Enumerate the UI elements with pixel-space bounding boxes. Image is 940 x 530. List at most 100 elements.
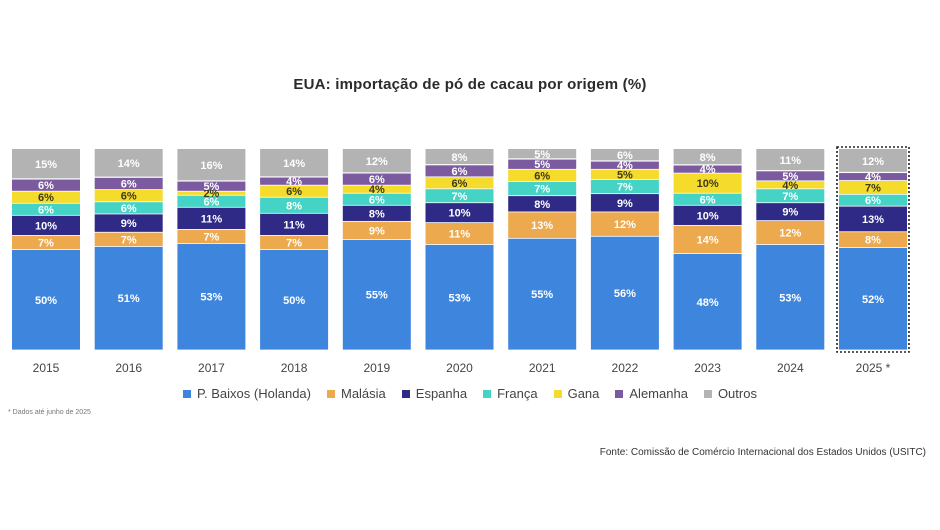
legend-item: P. Baixos (Holanda) bbox=[183, 386, 311, 401]
bar-segment bbox=[177, 195, 246, 207]
data-label: 2% bbox=[203, 188, 219, 200]
bar-segment bbox=[342, 239, 411, 350]
data-label: 7% bbox=[121, 234, 137, 246]
data-label: 13% bbox=[531, 220, 553, 232]
bar-segment bbox=[839, 232, 907, 248]
bar-segment bbox=[260, 213, 329, 236]
source-note: Fonte: Comissão de Comércio Internaciona… bbox=[599, 447, 926, 458]
bar-segment bbox=[756, 189, 825, 203]
bar-segment bbox=[673, 225, 742, 254]
bar-segment bbox=[342, 149, 411, 173]
bar-segment bbox=[673, 205, 742, 225]
x-tick-label: 2017 bbox=[198, 361, 225, 375]
data-label: 11% bbox=[201, 213, 223, 225]
data-label: 4% bbox=[700, 164, 716, 176]
legend-swatch bbox=[703, 389, 712, 398]
data-label: 13% bbox=[862, 214, 884, 226]
bar-segment bbox=[756, 181, 825, 189]
data-label: 6% bbox=[38, 192, 54, 204]
chart-title: EUA: importação de pó de cacau por orige… bbox=[293, 76, 647, 93]
bar-segment bbox=[94, 214, 163, 232]
data-label: 56% bbox=[614, 288, 636, 300]
data-label: 6% bbox=[369, 174, 385, 186]
legend-label: Alemanha bbox=[629, 386, 688, 401]
bar-segment bbox=[590, 212, 659, 236]
data-label: 50% bbox=[283, 295, 305, 307]
highlight-frame bbox=[836, 146, 910, 353]
data-label: 5% bbox=[203, 181, 219, 193]
data-label: 7% bbox=[617, 182, 633, 194]
bar-segment bbox=[260, 185, 329, 197]
bar-segment bbox=[94, 232, 163, 247]
bar-segment bbox=[590, 161, 659, 169]
data-label: 11% bbox=[449, 229, 471, 241]
data-label: 5% bbox=[534, 149, 550, 161]
data-label: 7% bbox=[286, 237, 302, 249]
legend-item: Espanha bbox=[401, 386, 467, 401]
legend-swatch bbox=[401, 389, 410, 398]
legend-item: Gana bbox=[553, 386, 600, 401]
data-label: 14% bbox=[697, 234, 719, 246]
x-tick-label: 2025 * bbox=[856, 361, 891, 375]
data-label: 7% bbox=[782, 191, 798, 203]
data-label: 5% bbox=[782, 171, 798, 183]
bar-segment bbox=[590, 149, 659, 161]
data-label: 6% bbox=[121, 179, 137, 191]
data-label: 6% bbox=[452, 178, 468, 190]
legend-swatch bbox=[183, 389, 192, 398]
bar-segment bbox=[756, 221, 825, 245]
legend-label: Malásia bbox=[340, 386, 386, 401]
bar-segment bbox=[177, 181, 246, 191]
legend-item: Outros bbox=[703, 386, 757, 401]
bar-segment bbox=[756, 149, 825, 171]
data-label: 14% bbox=[118, 158, 140, 170]
bar-segment bbox=[508, 212, 577, 238]
bar-segment bbox=[508, 159, 577, 169]
bar-segment bbox=[260, 235, 329, 250]
bar-segment bbox=[342, 173, 411, 185]
bar-segment bbox=[425, 177, 494, 189]
bar-segment bbox=[425, 165, 494, 177]
data-label: 4% bbox=[782, 180, 798, 192]
legend-swatch bbox=[553, 389, 562, 398]
bar-segment bbox=[839, 180, 907, 194]
legend-label: Outros bbox=[717, 386, 757, 401]
bar-segment bbox=[94, 202, 163, 214]
bar-segment bbox=[508, 181, 577, 196]
data-label: 8% bbox=[534, 199, 550, 211]
bar-segment bbox=[673, 193, 742, 205]
x-tick-label: 2019 bbox=[363, 361, 390, 375]
x-tick-label: 2020 bbox=[446, 361, 473, 375]
data-label: 8% bbox=[865, 235, 881, 247]
bar-segment bbox=[425, 244, 494, 350]
data-label: 7% bbox=[203, 231, 219, 243]
bar-segment bbox=[425, 149, 494, 165]
bar-segment bbox=[839, 194, 907, 206]
bar-segment bbox=[839, 206, 907, 232]
bar-segment bbox=[342, 185, 411, 193]
bar-segment bbox=[673, 165, 742, 173]
x-tick-label: 2018 bbox=[281, 361, 308, 375]
legend-item: Malásia bbox=[326, 386, 386, 401]
data-label: 53% bbox=[448, 292, 470, 304]
bar-segment bbox=[12, 179, 80, 191]
data-label: 7% bbox=[38, 237, 54, 249]
bar-segment bbox=[260, 249, 329, 350]
x-tick-label: 2015 bbox=[33, 361, 60, 375]
legend-label: Gana bbox=[567, 386, 600, 401]
data-label: 6% bbox=[203, 196, 219, 208]
data-label: 8% bbox=[700, 152, 716, 164]
data-label: 4% bbox=[865, 172, 881, 184]
data-label: 4% bbox=[286, 176, 302, 188]
data-label: 9% bbox=[121, 218, 137, 230]
data-label: 6% bbox=[700, 194, 716, 206]
data-label: 8% bbox=[286, 200, 302, 212]
bar-segment bbox=[12, 235, 80, 250]
data-label: 6% bbox=[369, 194, 385, 206]
data-label: 7% bbox=[452, 191, 468, 203]
data-label: 12% bbox=[614, 219, 636, 231]
bar-segment bbox=[342, 193, 411, 205]
x-tick-label: 2024 bbox=[777, 361, 804, 375]
bar-segment bbox=[425, 223, 494, 245]
